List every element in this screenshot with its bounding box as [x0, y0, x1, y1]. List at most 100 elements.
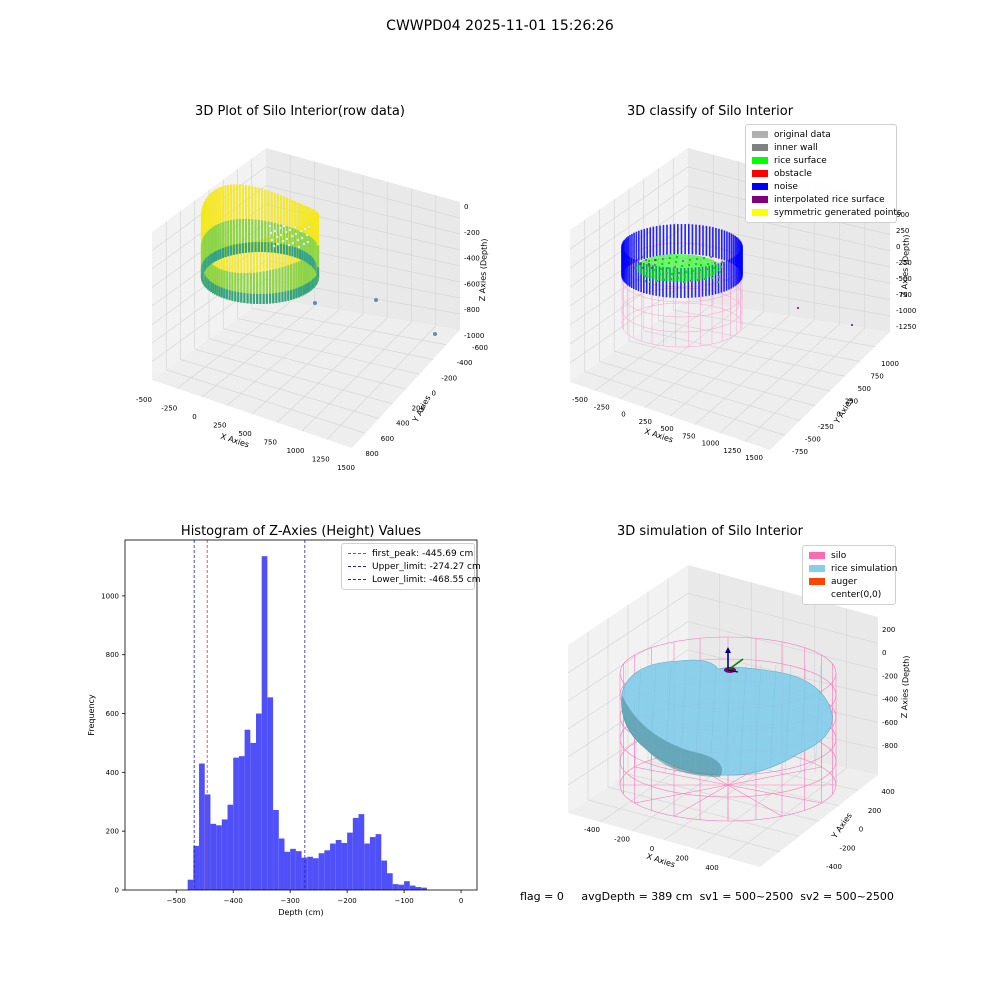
classify-grid-line	[744, 327, 865, 442]
sim-rice-mesh-line	[724, 664, 732, 774]
sim-y-axis-label: Y Axies	[829, 811, 854, 841]
histogram-bar	[312, 858, 319, 890]
classify-outlier-point	[851, 324, 853, 326]
classify-rice-point	[653, 269, 655, 271]
histogram-bar	[307, 856, 313, 890]
histogram-bar	[193, 845, 200, 890]
raw-floor-pane	[152, 298, 460, 448]
sim-rice-mesh-line	[634, 664, 642, 774]
classify-interp-point	[651, 267, 653, 269]
classify-rice-point	[666, 272, 668, 274]
classify-x-tick-label: 1500	[745, 454, 763, 462]
sim-y-tick-label: 0	[859, 826, 863, 834]
sim-y-tick-label: -200	[840, 844, 856, 852]
classify-rice-point	[649, 281, 651, 283]
raw-interior-point	[306, 240, 310, 244]
classify-rice-point	[652, 274, 654, 276]
classify-x-tick-label: -250	[594, 403, 610, 411]
raw-z-tick-label: -600	[464, 280, 480, 288]
raw-z-tick-label: 0	[464, 203, 468, 211]
histogram-y-tick-label: 200	[106, 828, 119, 836]
raw-interior-point	[278, 226, 282, 230]
sim-legend-swatch	[809, 552, 825, 559]
histogram-bar	[381, 860, 388, 890]
classify-rice-point	[685, 271, 687, 273]
raw-interior-point	[290, 234, 294, 238]
raw-interior-point	[276, 242, 280, 246]
classify-legend-label: noise	[774, 181, 798, 192]
classify-interp-point	[630, 263, 632, 265]
raw-plot-title: 3D Plot of Silo Interior(row data)	[195, 104, 405, 119]
histogram-legend-item: Upper_limit: -274.27 cm	[348, 560, 481, 573]
histogram-bar	[284, 851, 291, 890]
histogram-x-tick-label: −400	[224, 897, 243, 905]
raw-x-tick-label: 1250	[312, 456, 330, 464]
histogram-bar	[369, 837, 376, 890]
classify-interp-point	[642, 267, 644, 269]
classify-grid-line	[569, 280, 689, 364]
classify-grid-line	[673, 309, 876, 348]
classify-rice-point	[681, 265, 683, 267]
raw-x-tick-label: 1500	[337, 464, 355, 470]
classify-rice-point	[654, 264, 656, 266]
classify-z-tick-label: 250	[896, 227, 909, 235]
classify-legend-item: rice surface	[752, 154, 890, 167]
sim-rice-mesh-line	[619, 664, 627, 774]
raw-grid-line	[301, 321, 412, 432]
raw-interior-point	[302, 242, 306, 246]
sim-legend-label: center(0,0)	[831, 589, 882, 600]
raw-x-tick-label: -250	[161, 405, 177, 413]
sim-z-axis-label: Z Axies (Depth)	[900, 655, 911, 718]
histogram-legend-label: Lower_limit: -468.55 cm	[372, 574, 481, 585]
histogram-bar	[278, 838, 285, 890]
raw-scatter-points	[200, 184, 437, 336]
classify-rice-point	[721, 261, 723, 263]
flag-value: flag = 0	[520, 890, 564, 903]
classify-rice-point	[677, 277, 679, 279]
classify-legend-label: obstacle	[774, 168, 812, 179]
histogram-bar	[187, 879, 194, 890]
classify-legend-swatch	[752, 183, 768, 190]
classify-interp-point	[639, 263, 641, 265]
figure-title: CWWPD04 2025-11-01 15:26:26	[386, 18, 614, 34]
histogram-legend-label: first_peak: -445.69 cm	[372, 548, 474, 559]
histogram-bar	[347, 832, 353, 890]
classify-rice-point	[671, 273, 673, 275]
raw-interior-point	[284, 230, 288, 234]
raw-interior-point	[270, 238, 274, 242]
classify-outlier-point	[797, 307, 799, 309]
sim-silo-floor-spoke	[727, 784, 783, 817]
classify-rice-point	[697, 279, 699, 281]
histogram-bar	[216, 825, 222, 890]
histogram-bar	[364, 843, 370, 890]
classify-rice-point	[663, 279, 665, 281]
classify-rice-point	[646, 270, 648, 272]
avg-depth-value: avgDepth = 389 cm	[581, 890, 693, 903]
classify-rice-point	[710, 256, 712, 258]
sim-rice-mesh-line	[754, 664, 762, 774]
classify-legend-label: original data	[774, 129, 831, 140]
sim-rice-mesh-line	[769, 664, 777, 774]
classify-rice-point	[719, 271, 721, 273]
classify-legend-item: original data	[752, 128, 890, 141]
classify-y-tick-label: -750	[792, 448, 808, 456]
histogram-bar	[256, 713, 262, 890]
raw-z-tick-label: -200	[464, 229, 480, 237]
raw-interior-point	[297, 245, 301, 249]
histogram-bar	[387, 873, 393, 890]
classify-x-tick-label: 500	[660, 425, 673, 433]
sim-rice-shadow	[621, 695, 722, 777]
histogram-x-tick-label: −100	[394, 897, 413, 905]
raw-interior-point	[300, 236, 304, 240]
classify-grid-line	[658, 320, 861, 362]
classify-legend-item: symmetric generated points	[752, 206, 902, 219]
histogram-bar	[210, 823, 217, 890]
classify-x-tick-label: 0	[621, 411, 625, 419]
classify-legend: original data inner wall rice surface obsta…	[745, 124, 902, 223]
classify-y-tick-label: 1000	[881, 360, 899, 368]
histogram-title: Histogram of Z-Axies (Height) Values	[180, 524, 422, 539]
classify-rice-point	[718, 276, 720, 278]
classify-legend-swatch	[752, 157, 768, 164]
raw-x-tick-label: 500	[238, 430, 251, 438]
sim-z-tick-label: -600	[882, 719, 898, 727]
